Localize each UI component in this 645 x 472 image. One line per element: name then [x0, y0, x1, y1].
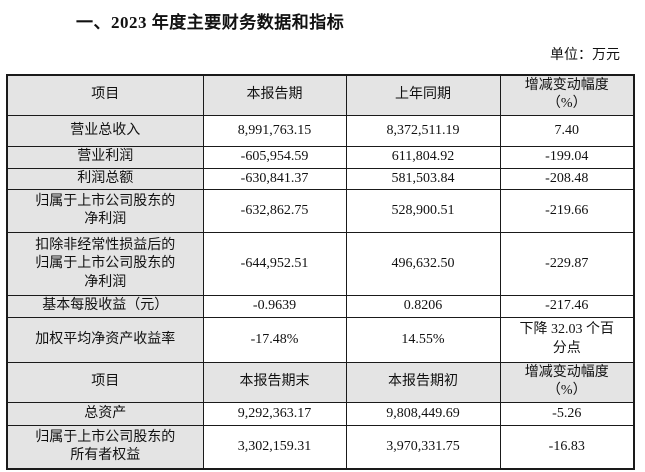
prior-period-cell: 9,808,449.69	[345, 401, 501, 426]
column-header-cell: 增减变动幅度 （%）	[499, 74, 635, 116]
prior-period-cell: 0.8206	[345, 295, 501, 318]
column-header-cell: 项目	[6, 74, 204, 116]
current-period-cell: -605,954.59	[202, 145, 347, 169]
financial-table: 项目 本报告期 上年同期 增减变动幅度 （%） 营业总收入 8,991,763.15 8,3…	[6, 74, 635, 471]
column-header-cell: 上年同期	[345, 74, 501, 116]
change-cell: -219.66	[499, 189, 635, 234]
column-header-cell: 本报告期末	[202, 361, 347, 403]
current-period-cell: 8,991,763.15	[202, 114, 347, 147]
column-header-cell: 本报告期	[202, 74, 347, 116]
table-row: 归属于上市公司股东的 净利润 -632,862.75 528,900.51 -219.…	[6, 189, 635, 234]
current-period-cell: -17.48%	[202, 316, 347, 363]
change-cell: -199.04	[499, 145, 635, 169]
section-title: 一、2023 年度主要财务数据和指标	[76, 13, 345, 32]
table-row: 加权平均净资产收益率 -17.48% 14.55% 下降 32.03 个百 分点	[6, 316, 635, 363]
row-label-cell: 扣除非经常性损益后的 归属于上市公司股东的 净利润	[6, 232, 204, 297]
change-cell: -217.46	[499, 295, 635, 318]
current-period-cell: 9,292,363.17	[202, 401, 347, 426]
change-cell: 7.40	[499, 114, 635, 147]
table-row: 营业利润 -605,954.59 611,804.92 -199.04	[6, 145, 635, 169]
prior-period-cell: 528,900.51	[345, 189, 501, 234]
table-row: 总资产 9,292,363.17 9,808,449.69 -5.26	[6, 401, 635, 426]
table-row: 扣除非经常性损益后的 归属于上市公司股东的 净利润 -644,952.51 496,…	[6, 232, 635, 297]
table-row: 营业总收入 8,991,763.15 8,372,511.19 7.40	[6, 114, 635, 147]
change-cell: -16.83	[499, 424, 635, 470]
row-label-cell: 总资产	[6, 401, 204, 426]
prior-period-cell: 611,804.92	[345, 145, 501, 169]
prior-period-cell: 8,372,511.19	[345, 114, 501, 147]
prior-period-cell: 3,970,331.75	[345, 424, 501, 470]
row-label-cell: 基本每股收益（元）	[6, 295, 204, 318]
row-label-cell: 利润总额	[6, 167, 204, 191]
current-period-cell: -644,952.51	[202, 232, 347, 297]
table-header-row: 项目 本报告期末 本报告期初 增减变动幅度 （%）	[6, 361, 635, 403]
prior-period-cell: 496,632.50	[345, 232, 501, 297]
row-label-cell: 营业总收入	[6, 114, 204, 147]
column-header-cell: 本报告期初	[345, 361, 501, 403]
change-cell: 下降 32.03 个百 分点	[499, 316, 635, 363]
table-header-row: 项目 本报告期 上年同期 增减变动幅度 （%）	[6, 74, 635, 116]
current-period-cell: -632,862.75	[202, 189, 347, 234]
row-label-cell: 归属于上市公司股东的 净利润	[6, 189, 204, 234]
prior-period-cell: 581,503.84	[345, 167, 501, 191]
current-period-cell: 3,302,159.31	[202, 424, 347, 470]
current-period-cell: -0.9639	[202, 295, 347, 318]
table-row: 归属于上市公司股东的 所有者权益 3,302,159.31 3,970,331.75…	[6, 424, 635, 470]
change-cell: -5.26	[499, 401, 635, 426]
prior-period-cell: 14.55%	[345, 316, 501, 363]
row-label-cell: 加权平均净资产收益率	[6, 316, 204, 363]
change-cell: -229.87	[499, 232, 635, 297]
table-row: 利润总额 -630,841.37 581,503.84 -208.48	[6, 167, 635, 191]
column-header-cell: 项目	[6, 361, 204, 403]
current-period-cell: -630,841.37	[202, 167, 347, 191]
column-header-cell: 增减变动幅度 （%）	[499, 361, 635, 403]
row-label-cell: 归属于上市公司股东的 所有者权益	[6, 424, 204, 470]
unit-label: 单位：万元	[550, 48, 620, 63]
change-cell: -208.48	[499, 167, 635, 191]
row-label-cell: 营业利润	[6, 145, 204, 169]
table-row: 基本每股收益（元） -0.9639 0.8206 -217.46	[6, 295, 635, 318]
